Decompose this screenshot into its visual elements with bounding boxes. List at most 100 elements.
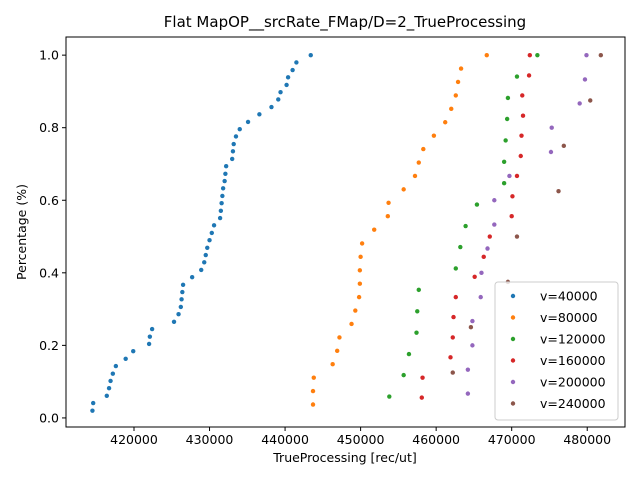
legend-entry: v=200000 <box>540 375 606 390</box>
data-point <box>487 234 492 239</box>
data-point <box>520 113 526 118</box>
data-point <box>284 82 289 88</box>
data-point <box>458 244 463 250</box>
data-point <box>443 120 448 125</box>
y-axis-label: Percentage (%) <box>14 184 29 280</box>
data-point <box>453 93 458 98</box>
data-point <box>507 173 512 179</box>
x-tick-label: 470000 <box>488 432 536 447</box>
data-point <box>106 385 112 391</box>
data-point <box>219 200 224 206</box>
legend-entry: v=120000 <box>540 332 606 347</box>
data-point <box>492 198 497 203</box>
data-point <box>387 394 392 399</box>
data-point <box>372 227 377 232</box>
data-point <box>290 67 295 73</box>
data-point <box>526 73 532 78</box>
data-point <box>518 153 523 159</box>
data-point <box>245 119 251 125</box>
data-point <box>180 289 185 295</box>
x-tick-label: 420000 <box>110 432 158 447</box>
x-tick-label: 450000 <box>337 432 385 447</box>
data-point <box>113 363 119 369</box>
data-point <box>199 267 204 273</box>
data-point <box>492 222 497 227</box>
data-point <box>470 318 475 324</box>
data-point <box>598 52 604 58</box>
data-point <box>223 171 228 176</box>
data-point <box>588 98 593 103</box>
x-tick-label: 480000 <box>563 432 611 447</box>
data-point <box>520 93 525 98</box>
data-point <box>359 241 365 246</box>
data-point <box>401 372 406 378</box>
y-tick-label: 1.0 <box>39 48 59 63</box>
data-point <box>485 246 490 251</box>
data-point <box>131 348 136 354</box>
x-axis-ticks: 420000 430000 440000 450000 460000 470000 4800… <box>110 427 611 447</box>
data-point <box>310 402 316 407</box>
data-point <box>330 362 335 367</box>
data-point <box>108 378 113 384</box>
data-point <box>202 260 207 265</box>
data-point <box>90 400 96 406</box>
data-point <box>484 52 489 58</box>
data-point <box>420 375 425 380</box>
data-point <box>416 160 421 165</box>
legend-entry: v=160000 <box>540 353 606 368</box>
data-point <box>501 159 507 164</box>
data-point <box>203 252 208 258</box>
data-point <box>104 393 109 398</box>
data-point <box>180 282 186 287</box>
data-point <box>222 178 227 184</box>
data-point <box>231 141 236 147</box>
data-point <box>474 202 480 207</box>
data-point <box>357 281 363 286</box>
legend-entry: v=240000 <box>540 396 606 411</box>
data-point <box>470 343 475 348</box>
data-point <box>147 334 153 339</box>
chart-title: Flat MapOP__srcRate_FMap/D=2_TrueProcess… <box>164 13 526 32</box>
data-point <box>416 287 421 293</box>
data-point <box>278 89 283 95</box>
data-point <box>149 326 155 332</box>
legend-marker <box>510 293 516 299</box>
y-tick-label: 0.0 <box>39 410 59 425</box>
data-point <box>504 116 510 122</box>
data-point <box>189 274 195 280</box>
data-point <box>431 133 437 138</box>
data-point <box>465 367 471 372</box>
data-point <box>501 181 507 186</box>
data-point <box>220 186 226 191</box>
data-point <box>353 308 358 313</box>
data-point <box>549 125 554 130</box>
data-point <box>548 149 554 155</box>
data-point <box>514 74 520 79</box>
data-point <box>519 133 524 138</box>
data-points-layer <box>90 52 604 413</box>
data-point <box>257 112 262 117</box>
data-point <box>205 245 210 250</box>
data-point <box>453 294 458 300</box>
data-point <box>230 149 236 154</box>
data-point <box>577 101 582 106</box>
data-point <box>357 268 363 273</box>
data-point <box>468 325 474 330</box>
data-point <box>401 187 406 192</box>
data-point <box>337 335 342 340</box>
x-axis-label: TrueProcessing [rec/ut] <box>272 450 417 465</box>
data-point <box>229 156 235 162</box>
data-point <box>479 270 484 276</box>
legend-marker <box>510 379 516 385</box>
data-point <box>385 214 391 219</box>
data-point <box>527 52 533 58</box>
legend-marker <box>510 358 516 363</box>
legend-marker <box>510 315 516 320</box>
data-point <box>478 294 483 300</box>
data-point <box>90 408 95 413</box>
data-point <box>171 319 177 324</box>
y-axis-ticks: 0.0 0.2 0.4 0.6 0.8 1.0 <box>39 48 66 425</box>
data-point <box>386 200 391 205</box>
data-point <box>207 237 212 243</box>
